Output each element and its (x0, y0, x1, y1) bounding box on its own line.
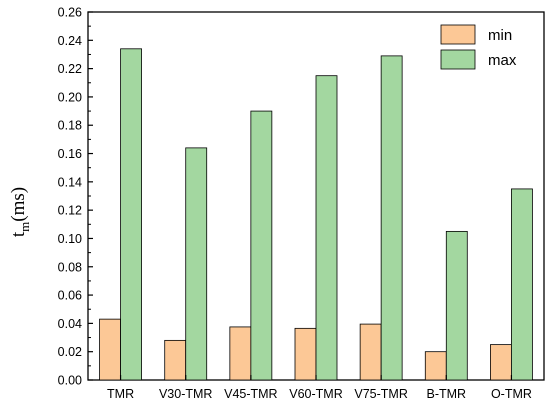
bar-max (185, 147, 208, 381)
legend-swatch-max (440, 49, 476, 70)
x-ticks: TMR V30-TMR V45-TMR V60-TMR V75-TMR B-TMR O-TM… (107, 375, 532, 401)
bar-min (359, 323, 382, 381)
y-tick-label: 0.24 (58, 34, 82, 48)
x-tick-label: O-TMR (491, 387, 532, 401)
y-tick-label: 0.22 (58, 62, 82, 76)
bar-max (250, 110, 273, 381)
bar-min (164, 339, 187, 381)
y-tick-label: 0.16 (58, 147, 82, 161)
legend-label-min: min (488, 27, 512, 44)
legend-swatch-min (440, 24, 476, 45)
bar-min (490, 344, 512, 381)
y-tick-label: 0.00 (58, 374, 82, 388)
bar-min (424, 351, 447, 381)
y-axis-label-sub: m (17, 222, 32, 232)
y-tick-label: 0.06 (58, 289, 82, 303)
legend-label-max: max (488, 52, 517, 69)
y-ticks: 0.00 0.02 0.04 0.06 0.08 0.10 0.12 0.14 0.16 0.18… (58, 6, 93, 388)
y-axis-label-main: t (8, 231, 29, 237)
bar-min (99, 318, 121, 381)
x-tick-label: TMR (107, 387, 134, 401)
y-tick-label: 0.04 (58, 317, 82, 331)
bar-max (315, 75, 338, 381)
y-tick-label: 0.20 (58, 90, 82, 104)
y-tick-label: 0.18 (58, 119, 82, 133)
bar-min (294, 327, 317, 381)
legend: min max (440, 24, 517, 70)
y-tick-label: 0.12 (58, 204, 82, 218)
y-tick-label: 0.02 (58, 345, 82, 359)
bar-min (229, 326, 252, 381)
x-tick-label: V30-TMR (159, 387, 212, 401)
y-axis-label: tm(ms) (8, 187, 32, 237)
x-tick-label: V45-TMR (224, 387, 277, 401)
bar-max (380, 55, 403, 381)
bar-max (511, 188, 533, 381)
y-axis-label-unit: (ms) (8, 187, 29, 222)
bar-max (445, 230, 468, 381)
bar-max (120, 48, 142, 381)
y-tick-label: 0.10 (58, 232, 82, 246)
x-tick-label: V60-TMR (289, 387, 342, 401)
bars (99, 48, 533, 381)
y-tick-label: 0.14 (58, 175, 82, 189)
y-tick-label: 0.26 (58, 6, 82, 20)
y-tick-label: 0.08 (58, 260, 82, 274)
x-tick-label: V75-TMR (354, 387, 407, 401)
x-tick-label: B-TMR (426, 387, 466, 401)
